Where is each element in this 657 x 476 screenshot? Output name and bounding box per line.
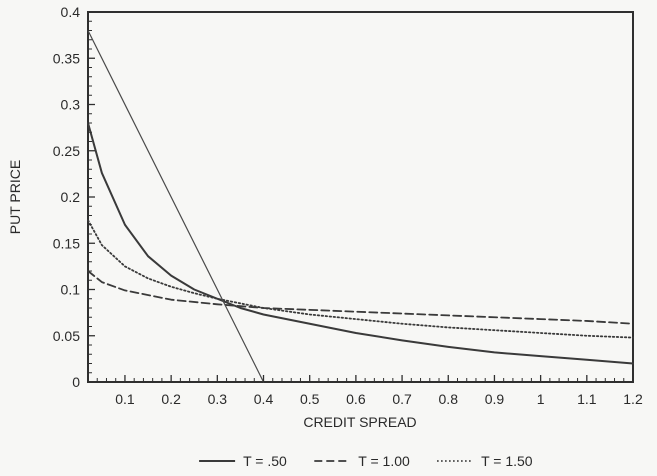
legend-label: T = 1.50 [481, 453, 533, 469]
legend-label: T = 1.00 [358, 453, 410, 469]
series-line-4 [87, 29, 265, 383]
series-line-1 [87, 122, 634, 365]
x-tick-label: 0.5 [300, 391, 320, 407]
series-line-3 [87, 219, 634, 339]
x-tick-label: 0.3 [208, 391, 228, 407]
x-tick-label: 0.8 [439, 391, 459, 407]
y-tick-label: 0.1 [61, 282, 81, 298]
axes-layer [87, 11, 634, 383]
ticks-layer: 0 0.05 0.1 0.15 0.2 0.25 0.3 0.35 0.4 0.1 0.2 0.3 0.… [53, 4, 643, 407]
plot-frame [87, 11, 634, 383]
y-tick-label: 0.4 [61, 4, 81, 20]
x-tick-label: 0.4 [254, 391, 274, 407]
x-tick-label: 0.1 [115, 391, 135, 407]
y-tick-label: 0.05 [53, 328, 80, 344]
series-line-2 [87, 270, 634, 325]
y-tick-label: 0.15 [53, 235, 80, 251]
x-tick-label: 0.6 [346, 391, 366, 407]
legend-label: T = .50 [243, 453, 287, 469]
x-tick-label: 1.2 [623, 391, 643, 407]
y-tick-label: 0.35 [53, 50, 80, 66]
x-tick-label: 1.1 [577, 391, 597, 407]
y-tick-label: 0.25 [53, 143, 80, 159]
legend: T = .50 T = 1.00 T = 1.50 [199, 453, 533, 469]
series-layer [87, 29, 634, 383]
y-tick-label: 0 [72, 374, 80, 390]
y-tick-label: 0.2 [61, 189, 81, 205]
y-tick-label: 0.3 [61, 97, 81, 113]
y-axis-title: PUT PRICE [7, 160, 23, 234]
x-tick-label: 0.2 [161, 391, 181, 407]
x-tick-label: 0.9 [485, 391, 505, 407]
x-tick-label: 1 [537, 391, 545, 407]
x-axis-title: CREDIT SPREAD [303, 414, 416, 430]
x-tick-label: 0.7 [392, 391, 412, 407]
